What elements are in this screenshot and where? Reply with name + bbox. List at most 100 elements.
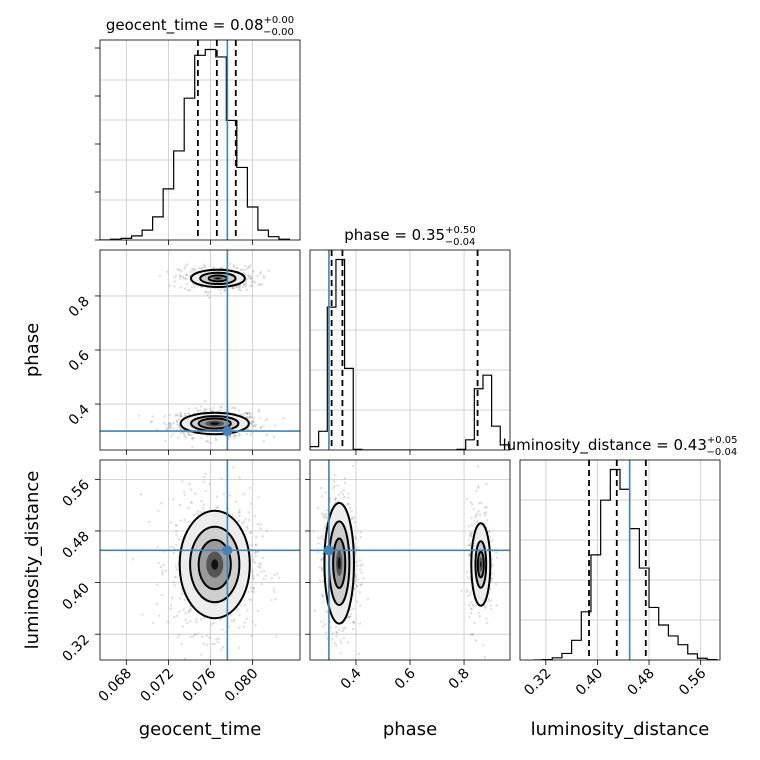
sample-point (160, 569, 164, 572)
sample-point (324, 623, 327, 626)
sample-point (183, 277, 186, 280)
sample-point (265, 529, 268, 532)
sample-point (210, 622, 214, 626)
sample-point (465, 497, 469, 501)
sample-point (259, 566, 262, 569)
sample-point (202, 616, 206, 620)
sample-point (233, 618, 236, 621)
sample-point (258, 416, 262, 420)
sample-point (485, 617, 488, 620)
sample-point (260, 583, 264, 586)
sample-point (183, 598, 186, 602)
contour-line (197, 538, 232, 591)
sample-point (196, 410, 200, 413)
sample-point (251, 574, 254, 577)
sample-point (477, 611, 481, 615)
sample-point (329, 620, 332, 623)
sample-point (192, 270, 195, 273)
sample-point (211, 409, 214, 412)
sample-point (329, 626, 332, 629)
sample-point (183, 657, 187, 660)
sample-point (351, 627, 355, 631)
sample-point (469, 593, 472, 596)
sample-point (139, 493, 143, 496)
sample-point (244, 281, 248, 284)
sample-point (491, 539, 494, 542)
sample-point (200, 436, 203, 440)
sample-point (204, 399, 207, 403)
sample-point (188, 619, 192, 623)
sample-point (465, 570, 469, 574)
contour-line (332, 537, 347, 590)
sample-point (209, 441, 212, 445)
sample-point (238, 510, 242, 514)
sample-point (202, 642, 205, 646)
sample-point (219, 406, 222, 409)
sample-point (174, 274, 178, 277)
sample-point (241, 285, 245, 289)
sample-point (187, 411, 190, 415)
sample-point (229, 436, 232, 439)
sample-point (238, 614, 241, 617)
sample-point (247, 266, 251, 269)
sample-point (359, 564, 362, 568)
sample-point (350, 612, 353, 616)
sample-point (201, 266, 204, 269)
sample-point (200, 267, 203, 270)
contour-line (476, 550, 485, 579)
sample-point (207, 296, 211, 300)
sample-point (316, 550, 320, 554)
sample-point (249, 420, 253, 423)
sample-point (359, 531, 362, 534)
sample-point (245, 617, 248, 621)
contour-line (179, 411, 250, 436)
histogram-luminosity_distance (532, 468, 718, 660)
x-tick-label: 0.8 (446, 666, 473, 693)
sample-point (183, 267, 186, 270)
sample-point (470, 632, 473, 636)
truth-marker (222, 426, 233, 437)
sample-point (468, 544, 471, 547)
sample-point (186, 431, 189, 434)
sample-point (170, 434, 173, 438)
sample-point (212, 266, 215, 270)
sample-point (319, 486, 323, 490)
sample-point (254, 552, 257, 555)
sample-point (175, 614, 179, 618)
x-tick-label: 0.076 (180, 665, 220, 705)
sample-point (176, 414, 180, 417)
sample-point (184, 265, 187, 268)
sample-point (468, 554, 471, 557)
sample-point (204, 472, 208, 476)
sample-point (488, 530, 491, 534)
sample-point (262, 577, 265, 581)
sample-point (470, 601, 473, 604)
sample-point (188, 413, 191, 416)
sample-point (219, 408, 222, 412)
sample-point (483, 506, 487, 509)
sample-point (485, 482, 488, 486)
sample-point (251, 425, 254, 428)
sample-point (175, 420, 179, 423)
sample-point (249, 264, 252, 267)
sample-point (473, 519, 476, 522)
sample-point (221, 645, 225, 649)
sample-point (325, 512, 328, 516)
sample-point (200, 653, 203, 656)
sample-point (326, 637, 329, 640)
sample-point (190, 286, 193, 289)
sample-point (366, 597, 370, 601)
sample-point (320, 512, 324, 515)
sample-point (230, 619, 233, 622)
sample-point (237, 511, 240, 515)
sample-point (247, 275, 251, 278)
sample-point (355, 584, 359, 588)
sample-point (194, 406, 198, 410)
sample-point (163, 414, 166, 418)
density-fill (480, 561, 482, 568)
contour-line (323, 501, 355, 625)
sample-point (168, 413, 171, 417)
sample-point (220, 405, 223, 408)
sample-point (250, 530, 253, 534)
sample-point (202, 480, 205, 483)
